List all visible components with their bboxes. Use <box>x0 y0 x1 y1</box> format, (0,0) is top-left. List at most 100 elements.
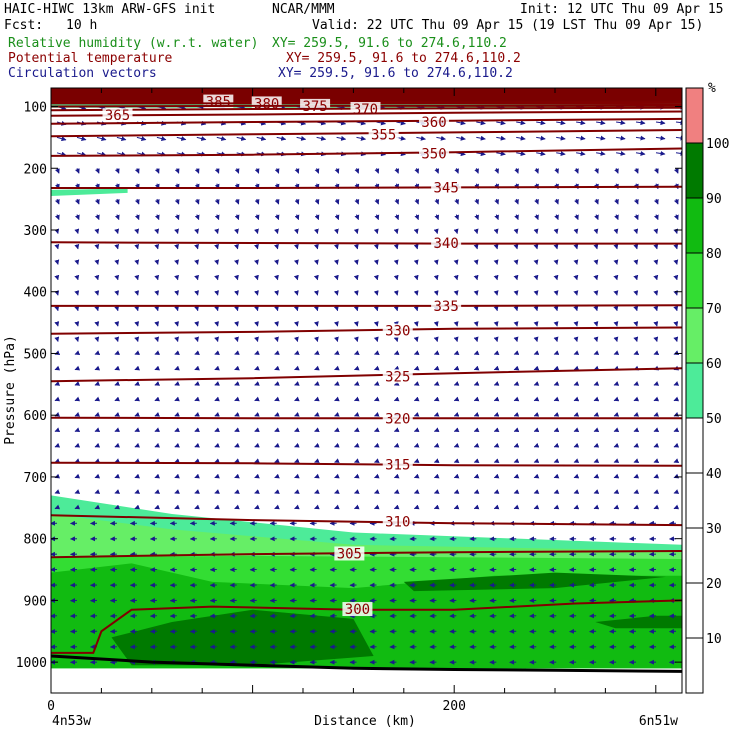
circulation-vector <box>593 381 600 386</box>
circulation-vector <box>114 412 121 417</box>
circulation-vector <box>134 442 141 448</box>
circulation-vector <box>314 504 320 510</box>
circulation-vector <box>613 489 620 494</box>
circulation-vector <box>174 321 179 327</box>
circulation-vector <box>434 168 440 174</box>
circulation-vector <box>214 274 219 281</box>
circulation-vector <box>334 396 340 402</box>
theta-label-bg <box>382 369 413 384</box>
circulation-vector <box>413 365 420 371</box>
circulation-vector <box>613 290 619 296</box>
circulation-vector <box>274 274 279 281</box>
circulation-vector <box>314 412 320 417</box>
circulation-vector <box>174 427 180 433</box>
circulation-vector <box>453 442 460 448</box>
circulation-vector <box>633 396 640 402</box>
circulation-vector <box>114 489 121 494</box>
circulation-vector <box>354 504 360 510</box>
circulation-vector <box>194 274 199 281</box>
circulation-vector <box>533 259 539 265</box>
circulation-vector <box>374 473 380 479</box>
circulation-vector <box>513 243 519 250</box>
circulation-vector <box>433 458 440 463</box>
circulation-vector <box>56 136 67 142</box>
circulation-vector <box>434 214 440 221</box>
circulation-vector <box>114 259 120 265</box>
circulation-vector <box>473 504 480 510</box>
circulation-vector <box>655 150 666 156</box>
circulation-vector <box>553 290 559 296</box>
circulation-vector <box>74 489 81 494</box>
colorbar-tick-label: 60 <box>706 357 722 372</box>
circulation-vector <box>334 427 340 433</box>
theta-label-375: 375 <box>302 99 327 115</box>
circulation-vector <box>74 350 81 355</box>
y-tick-label: 100 <box>24 101 47 116</box>
vector-layer <box>51 104 682 665</box>
circulation-vector <box>254 228 259 234</box>
circulation-vector <box>234 412 240 417</box>
x-axis-title: Distance (km) <box>314 714 416 729</box>
theta-label-340: 340 <box>433 236 458 252</box>
circulation-vector <box>114 274 120 281</box>
circulation-vector <box>54 290 60 296</box>
circulation-vector <box>473 442 480 448</box>
circulation-vector <box>114 168 120 174</box>
circulation-vector <box>533 336 539 342</box>
circulation-vector <box>533 290 539 296</box>
circulation-vector <box>634 198 639 205</box>
circulation-vector <box>134 336 140 342</box>
circulation-vector <box>673 305 679 312</box>
circulation-vector <box>453 365 460 371</box>
circulation-vector <box>393 473 400 479</box>
circulation-vector <box>333 228 339 234</box>
circulation-vector <box>234 290 239 296</box>
circulation-vector <box>393 290 399 296</box>
circulation-vector <box>94 489 101 494</box>
theta-label-335: 335 <box>433 299 458 315</box>
circulation-vector <box>254 350 260 355</box>
rh-field-name: Relative humidity (w.r.t. water) <box>8 36 259 51</box>
circulation-vector <box>74 381 81 386</box>
circulation-vector <box>633 504 640 510</box>
circulation-vector <box>314 489 320 494</box>
circulation-vector <box>333 305 339 312</box>
circulation-vector <box>553 412 560 417</box>
circulation-vector <box>513 489 520 494</box>
circulation-vector <box>94 381 101 386</box>
circulation-vector <box>453 336 459 342</box>
circulation-vector <box>94 305 100 312</box>
circulation-vector <box>593 259 599 265</box>
circulation-vector <box>573 350 580 355</box>
circulation-vector <box>294 214 300 221</box>
circulation-vector <box>313 274 319 281</box>
circulation-vector <box>94 427 101 433</box>
circulation-vector <box>653 290 659 296</box>
circulation-vector <box>94 228 100 234</box>
circulation-vector <box>616 135 626 141</box>
circulation-vector <box>613 442 620 448</box>
y-tick-label: 300 <box>24 224 47 239</box>
circulation-vector <box>254 489 260 494</box>
circulation-vector <box>74 365 81 371</box>
circulation-vector <box>473 305 479 312</box>
circulation-vector <box>633 259 639 265</box>
circulation-vector <box>214 243 219 250</box>
circulation-vector <box>513 504 520 510</box>
circulation-vector <box>553 243 559 250</box>
circulation-vector <box>573 473 580 479</box>
circulation-vector <box>453 504 460 510</box>
circulation-vector <box>493 489 500 494</box>
circulation-vector <box>354 473 360 479</box>
circulation-vector <box>593 427 600 433</box>
ground-layer <box>51 654 682 673</box>
circulation-vector <box>254 274 259 281</box>
circulation-vector <box>94 412 101 417</box>
circulation-vector <box>473 274 479 281</box>
circulation-vector <box>413 228 419 234</box>
circulation-vector <box>653 412 660 417</box>
circulation-vector <box>114 290 120 296</box>
circulation-vector <box>553 274 559 281</box>
circulation-vector <box>493 442 500 448</box>
colorbar-band-100 <box>686 88 703 143</box>
